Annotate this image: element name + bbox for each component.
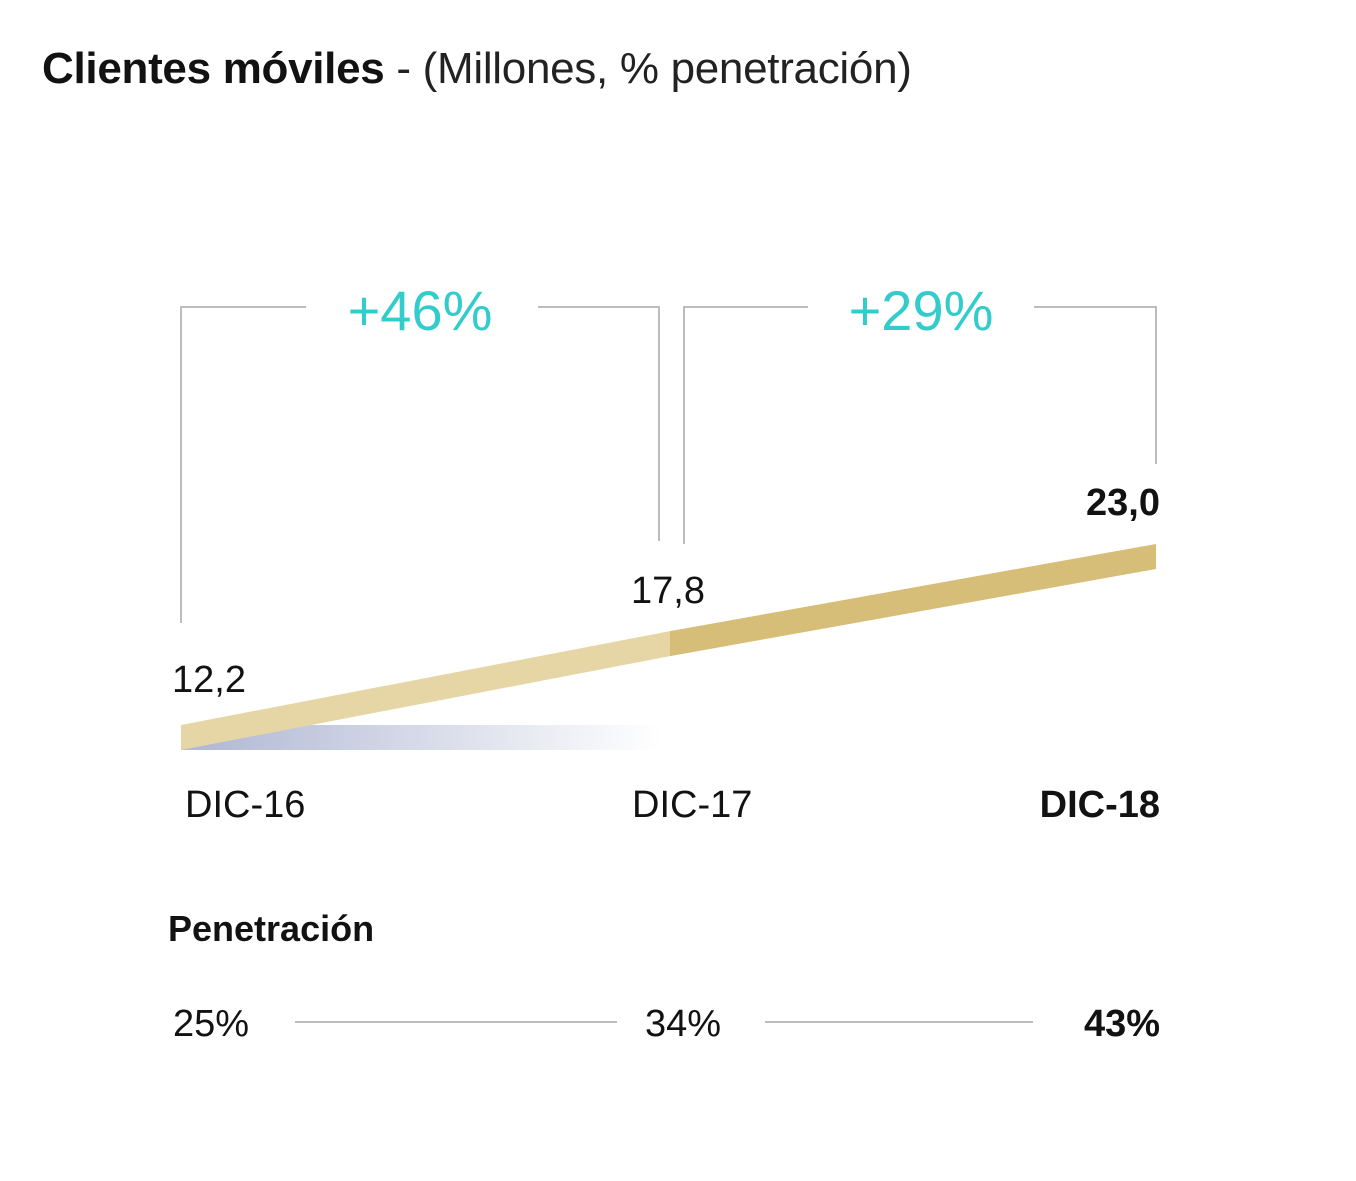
penetration-heading: Penetración (168, 908, 374, 949)
growth-bracket-2 (683, 306, 1157, 544)
category-label-1: DIC-16 (185, 784, 305, 826)
value-label-2: 17,8 (631, 570, 705, 612)
value-label-1: 12,2 (172, 659, 246, 701)
category-label-3: DIC-18 (1040, 784, 1160, 826)
chart-title-sub: - (Millones, % penetración) (384, 44, 912, 93)
penetration-value-1: 25% (173, 1003, 249, 1045)
value-label-3: 23,0 (1086, 482, 1160, 524)
chart-title-main: Clientes móviles (42, 44, 385, 93)
trend-segment-1 (181, 631, 670, 750)
trend-segment-2 (670, 543, 1156, 657)
growth-bracket-1 (180, 306, 660, 623)
chart-title: Clientes móviles - (Millones, % penetrac… (42, 44, 912, 94)
penetration-value-3: 43% (1084, 1003, 1160, 1045)
growth-label-1: +46% (348, 279, 493, 342)
penetration-value-2: 34% (645, 1003, 721, 1045)
category-label-2: DIC-17 (632, 784, 752, 826)
growth-label-2: +29% (849, 279, 994, 342)
